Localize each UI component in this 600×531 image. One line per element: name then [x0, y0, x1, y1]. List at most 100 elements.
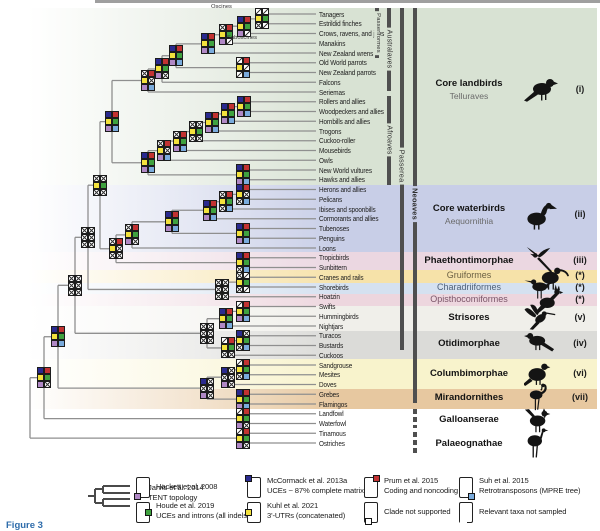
support-cell-a: [105, 125, 112, 133]
support-cell-x: [219, 24, 226, 32]
clade-bar-label-australaves: Australaves: [385, 27, 393, 71]
node-support-grid: [203, 199, 217, 221]
group-numeral-charadriiformes: (*): [575, 282, 585, 292]
taxon-label-hummingbirds: Hummingbirds: [319, 311, 359, 321]
group-numeral-phaethontimorphae: (iii): [573, 255, 587, 265]
taxon-label-loons: Loons: [319, 243, 336, 253]
legend-line: Relevant taxa not sampled: [479, 507, 567, 516]
oscines-label: Oscines: [211, 4, 232, 10]
taxon-label-penguins: Penguins: [319, 233, 345, 243]
support-cell-h: [148, 159, 155, 167]
support-cell-a: [221, 380, 228, 388]
legend-icon-prum: [364, 475, 384, 503]
support-cell-x: [200, 384, 207, 392]
support-cell-x: [68, 288, 75, 296]
cuckoo-icon: [524, 329, 556, 359]
group-numeral-otidimorphae: (iv): [573, 338, 587, 348]
support-cell-s: [243, 373, 250, 381]
taxon-label-landfowl: Landfowl: [319, 409, 344, 419]
support-cell-a: [173, 144, 180, 152]
legend-line: Jarvis et al. 2014: [148, 483, 204, 492]
support-cell-x: [164, 147, 171, 155]
taxon-label-rollers-and-allies: Rollers and allies: [319, 97, 366, 107]
support-cell-p: [228, 337, 235, 345]
support-cell-k: [219, 315, 226, 323]
support-cell-x: [196, 135, 203, 143]
support-cell-h: [44, 374, 51, 382]
support-cell-x: [222, 278, 229, 286]
support-cell-a: [237, 29, 244, 37]
support-cell-m: [237, 15, 244, 23]
support-cell-x: [236, 373, 243, 381]
support-cell-p: [243, 408, 250, 416]
support-cell-p: [226, 308, 233, 316]
clade-bar-label-afroaves: Afroaves: [385, 123, 393, 157]
support-cell-x: [75, 288, 82, 296]
support-cell-x: [236, 344, 243, 352]
taxon-label-tinamous: Tinamous: [319, 428, 346, 438]
support-cell-x: [189, 135, 196, 143]
ostrich-icon: [524, 428, 551, 460]
support-cell-m: [221, 103, 228, 111]
support-cell-h: [112, 118, 119, 126]
support-cell-m: [221, 366, 228, 374]
group-label-opisthocomiformes: Opisthocomiformes: [430, 294, 508, 304]
node-support-grid: [109, 238, 123, 260]
support-cell-m: [201, 33, 208, 41]
support-cell-p: [243, 388, 250, 396]
group-label-galloanserae: Galloanserae: [439, 414, 499, 425]
group-numeral-core-waterbirds: (ii): [574, 209, 586, 219]
legend-icon-hackett: [134, 477, 156, 503]
legend-grid-outline: [136, 477, 150, 498]
node-support-grid: [215, 278, 229, 300]
support-cell-a: [125, 238, 132, 246]
legend-text-clade-not-supported: Clade not supported: [384, 507, 451, 517]
not-sampled-notch: [459, 515, 467, 523]
node-support-grid: [236, 222, 250, 244]
group-label-core-landbirds: Core landbirds: [435, 78, 503, 89]
node-support-grid: [51, 326, 65, 348]
support-cell-x: [81, 240, 88, 248]
support-cell-p: [176, 45, 183, 53]
group-label-gruiformes: Gruiformes: [446, 270, 492, 280]
node-support-grid: [189, 121, 203, 143]
support-cell-x: [222, 285, 229, 293]
support-cell-k: [236, 229, 243, 237]
node-support-grid: [219, 191, 233, 213]
support-cell-h: [243, 415, 250, 423]
support-cell-k: [141, 76, 148, 84]
support-cell-s: [112, 125, 119, 133]
taxon-label-bustards: Bustards: [319, 341, 344, 350]
support-cell-s: [210, 213, 217, 221]
support-cell-x: [215, 285, 222, 293]
support-cell-x: [109, 238, 116, 246]
support-cell-p: [44, 367, 51, 375]
support-cell-x: [243, 330, 250, 338]
support-cell-p: [243, 183, 250, 191]
node-support-grid: [221, 337, 235, 359]
node-support-grid: [219, 308, 233, 330]
support-cell-k: [236, 434, 243, 442]
taxon-label-cranes-and-rails: Cranes and rails: [319, 272, 364, 282]
taxon-label-new-world-vultures: New World vultures: [319, 165, 372, 175]
support-cell-x: [215, 278, 222, 286]
support-cell-k: [236, 307, 243, 315]
support-cell-a: [200, 391, 207, 399]
taxon-label-shorebirds: Shorebirds: [319, 282, 349, 292]
legend-line: UCEs and introns (all indels): [156, 511, 250, 520]
support-cell-x: [189, 121, 196, 129]
legend-icon-kuhl: [245, 502, 267, 528]
support-cell-p: [164, 140, 171, 148]
node-support-grid: [68, 274, 82, 296]
node-support-grid: [165, 211, 179, 233]
support-cell-s: [164, 154, 171, 162]
legend-line: Kuhl et al. 2021: [267, 501, 319, 510]
support-cell-k: [37, 374, 44, 382]
legend-icon-mccormack: [245, 475, 267, 503]
node-support-grid: [141, 152, 155, 174]
group-numeral-columbimorphae: (vi): [573, 368, 587, 378]
support-cell-p: [180, 130, 187, 138]
support-cell-x: [215, 292, 222, 300]
support-cell-x: [228, 380, 235, 388]
taxon-label-swifts: Swifts: [319, 302, 336, 311]
